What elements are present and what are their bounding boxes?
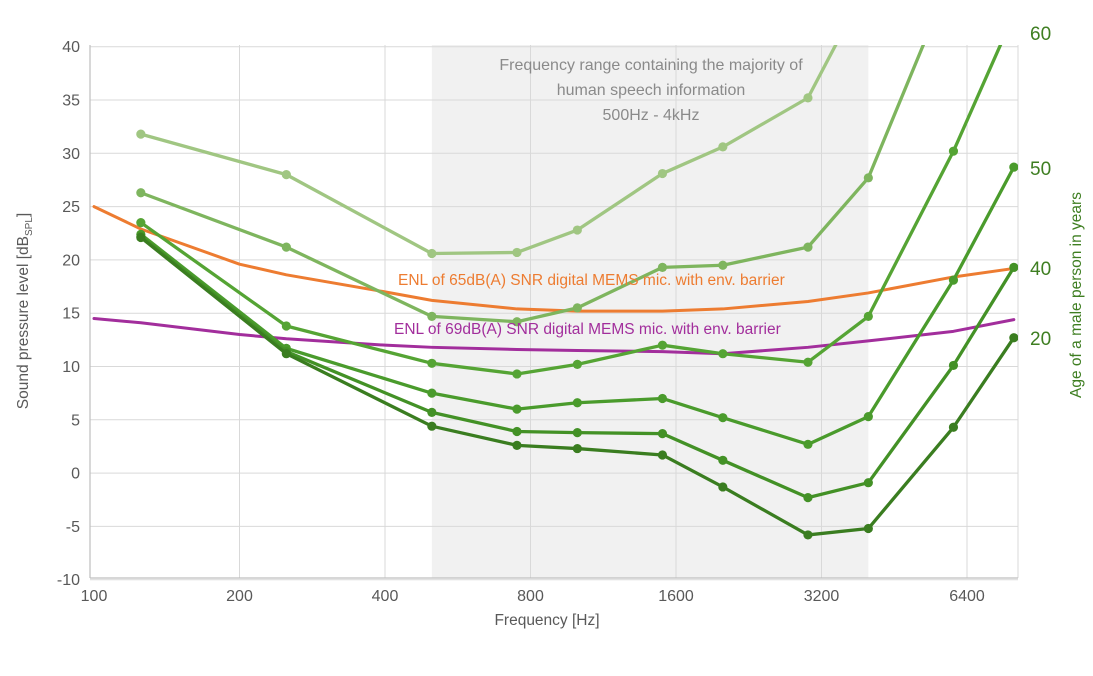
data-point-marker (718, 413, 728, 423)
y-axis-title-prefix: Sound pressure level [dB (14, 236, 32, 410)
data-point-marker (572, 359, 582, 369)
data-point-marker (572, 398, 582, 408)
enl-65db-label: ENL of 65dB(A) SNR digital MEMS mic. wit… (398, 272, 785, 289)
data-point-marker (1009, 162, 1018, 172)
y-tick-label: 15 (62, 306, 80, 323)
data-point-marker (136, 217, 146, 228)
data-point-marker (512, 426, 522, 437)
x-tick-label: 1600 (658, 588, 694, 605)
y-tick-label: -10 (57, 572, 80, 589)
data-point-marker (136, 129, 146, 139)
y-axis-title: Sound pressure level [dBSPL] (15, 213, 35, 409)
data-point-marker (803, 530, 813, 540)
x-tick-label: 400 (372, 588, 399, 605)
data-point-marker (863, 412, 873, 422)
age-end-label: 20 (1030, 329, 1051, 350)
data-point-marker (427, 388, 437, 398)
data-point-marker (136, 232, 146, 243)
data-point-marker (657, 393, 668, 404)
x-tick-label: 3200 (804, 588, 840, 605)
annotation-line-3: 500Hz - 4kHz (602, 107, 700, 124)
y-tick-label: 40 (62, 39, 80, 56)
y-tick-label: 35 (62, 93, 80, 110)
data-point-marker (572, 427, 582, 438)
data-point-marker (512, 317, 522, 327)
data-point-marker (803, 439, 813, 449)
data-point-marker (1009, 262, 1018, 272)
data-point-marker (657, 340, 668, 350)
enl-line (92, 205, 1016, 313)
data-point-marker (512, 404, 522, 414)
data-point-marker (427, 248, 437, 259)
data-point-marker (281, 321, 291, 331)
x-tick-label: 800 (517, 588, 544, 605)
data-point-marker (657, 262, 668, 272)
data-point-marker (718, 455, 728, 465)
data-point-marker (863, 173, 873, 183)
data-point-marker (512, 247, 522, 258)
age-end-label: 60 (1030, 24, 1051, 45)
y-tick-label: 20 (62, 252, 80, 269)
data-point-marker (572, 225, 582, 235)
data-point-marker (863, 478, 873, 488)
data-point-marker (572, 303, 582, 313)
annotation-line-1: Frequency range containing the majority … (499, 57, 803, 74)
data-point-marker (427, 421, 437, 431)
speech-range-annotation: Frequency range containing the majority … (433, 53, 869, 128)
data-point-marker (948, 360, 959, 371)
data-point-marker (427, 311, 437, 321)
data-point-marker (803, 93, 813, 103)
data-point-marker (657, 168, 668, 179)
data-point-marker (281, 242, 291, 252)
x-axis-title: Frequency [Hz] (494, 612, 600, 629)
enl-line (92, 317, 1016, 356)
y-tick-label: 25 (62, 199, 80, 216)
data-point-marker (657, 429, 668, 439)
age-end-label: 50 (1030, 159, 1051, 180)
data-point-marker (863, 311, 873, 321)
y-axis-title-suffix: ] (14, 212, 32, 218)
data-point-marker (948, 422, 959, 432)
y-tick-label: 0 (71, 466, 80, 483)
data-point-marker (718, 142, 728, 152)
data-point-marker (948, 146, 959, 156)
data-point-marker (803, 242, 813, 252)
y-tick-label: 5 (71, 412, 80, 429)
data-point-marker (1009, 10, 1018, 19)
threshold-lightest-unlabeled (136, 45, 838, 259)
data-point-marker (718, 260, 728, 270)
data-point-marker (718, 482, 728, 492)
y-tick-label: 10 (62, 359, 80, 376)
enl-69db-label: ENL of 69dB(A) SNR digital MEMS mic. wit… (394, 321, 781, 338)
data-point-marker (512, 369, 522, 379)
data-point-marker (803, 493, 813, 503)
data-point-marker (427, 358, 437, 368)
y-tick-label: 30 (62, 146, 80, 163)
threshold-light-unlabeled (136, 45, 926, 327)
data-point-marker (1009, 333, 1018, 343)
data-point-marker (572, 443, 582, 454)
data-point-marker (863, 523, 873, 534)
x-tick-label: 100 (81, 588, 108, 605)
y-axis-title-subscript: SPL (24, 217, 36, 237)
data-point-marker (803, 357, 813, 367)
data-point-marker (657, 450, 668, 460)
age-end-label: 40 (1030, 259, 1051, 280)
data-point-marker (948, 275, 959, 285)
right-axis-title: Age of a male person in years (1068, 192, 1085, 398)
data-point-marker (427, 407, 437, 417)
data-point-marker (281, 170, 291, 180)
threshold-age-20 (136, 232, 1018, 540)
data-point-marker (512, 440, 522, 450)
threshold-age-60 (136, 10, 1018, 379)
x-tick-label: 200 (226, 588, 253, 605)
data-point-marker (281, 349, 291, 359)
annotation-line-2: human speech information (556, 82, 746, 99)
data-point-marker (718, 349, 728, 359)
data-point-marker (136, 188, 146, 198)
y-tick-label: -5 (66, 519, 80, 536)
x-tick-label: 6400 (949, 588, 985, 605)
